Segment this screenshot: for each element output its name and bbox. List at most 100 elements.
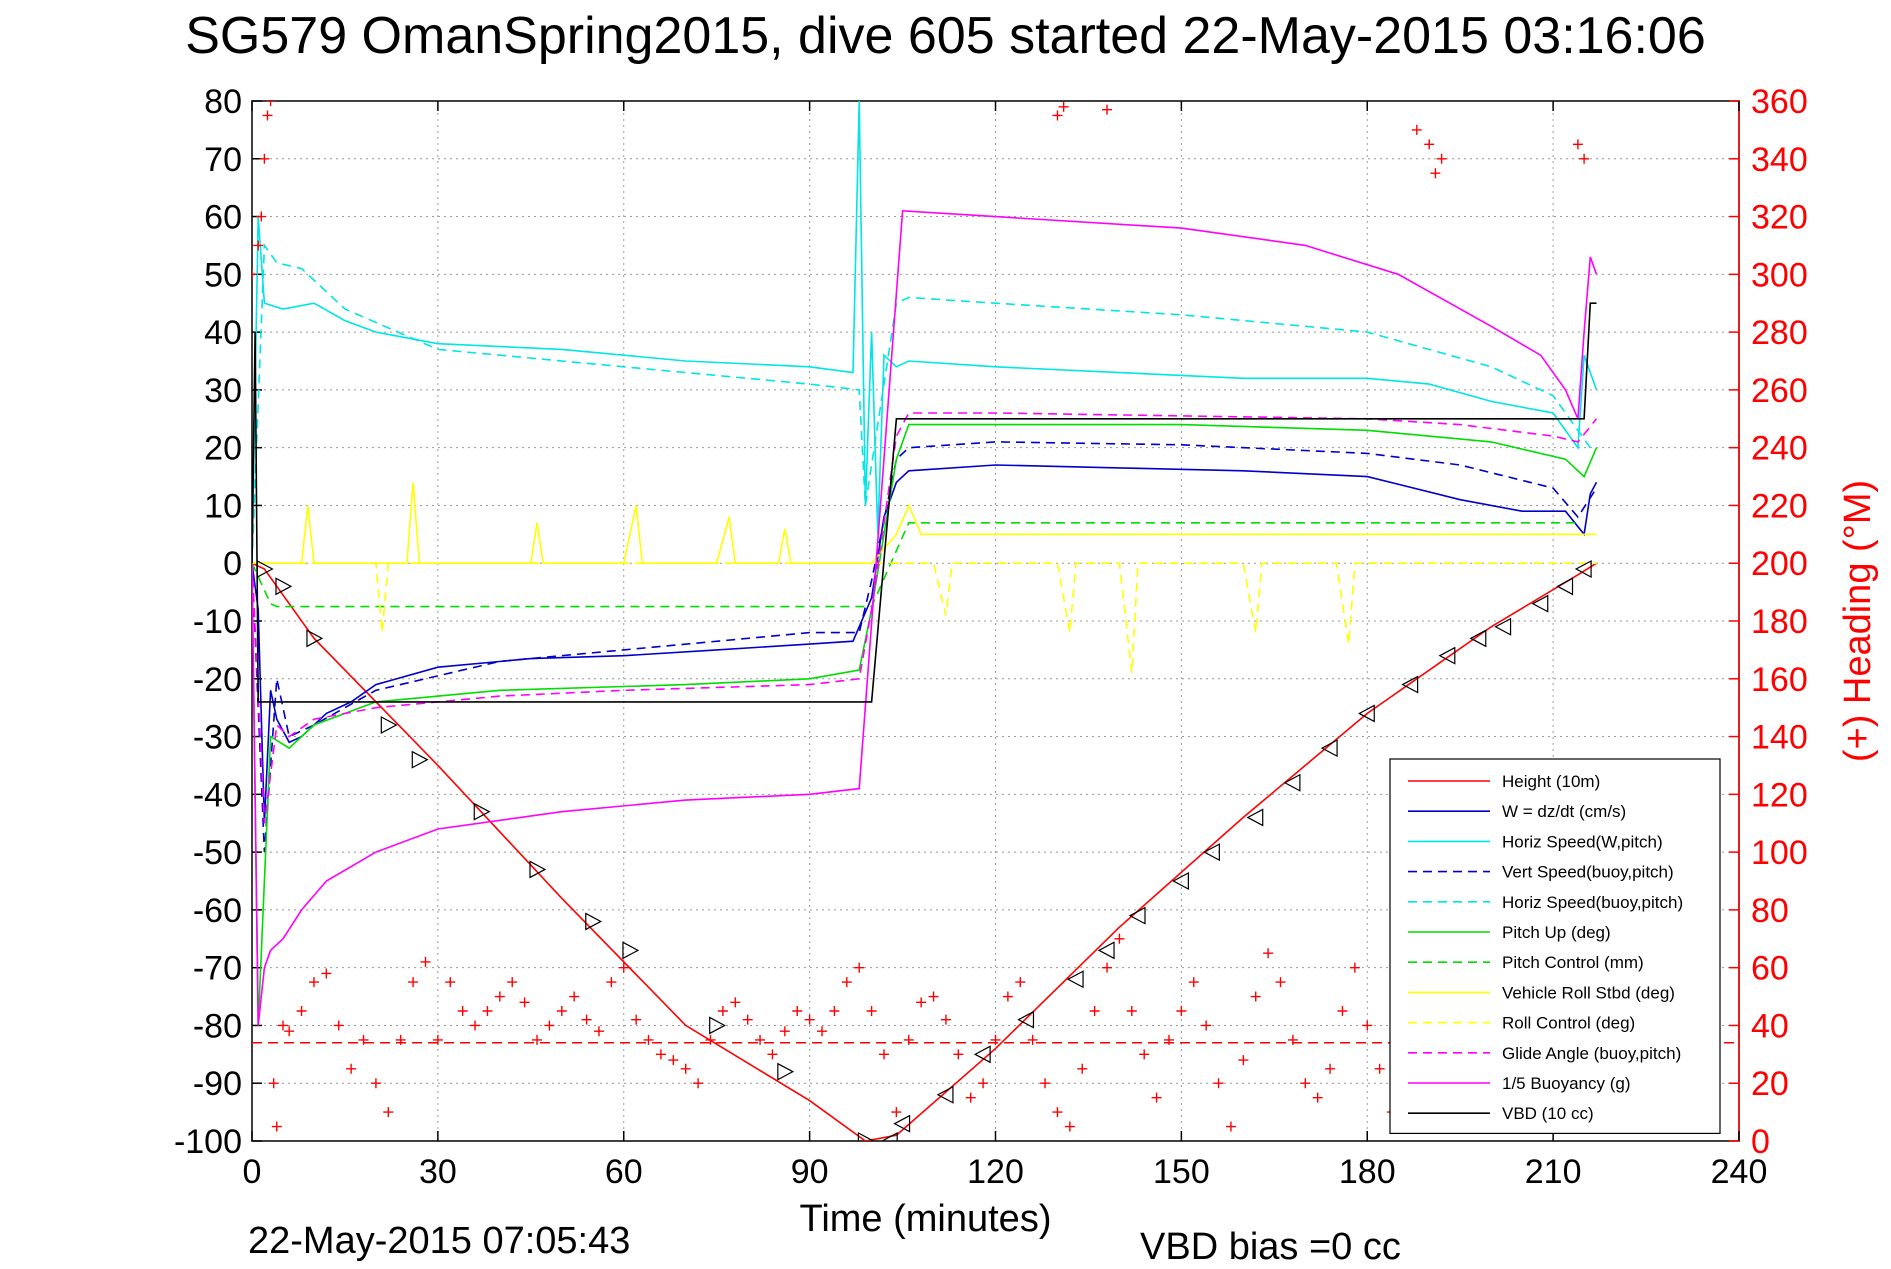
series-line bbox=[252, 302, 1597, 703]
legend-box bbox=[1389, 758, 1721, 1134]
legend-entry: Pitch Control (mm) bbox=[1502, 953, 1644, 972]
heading-marker bbox=[1058, 101, 1069, 112]
y-tick-label: -50 bbox=[193, 834, 242, 872]
heading-marker bbox=[271, 1121, 282, 1132]
heading-marker bbox=[1430, 168, 1441, 179]
heading-marker bbox=[1362, 1020, 1373, 1031]
right-y-tick-label: 40 bbox=[1751, 1007, 1789, 1045]
heading-marker bbox=[1139, 1049, 1150, 1060]
heading-marker bbox=[1287, 1034, 1298, 1045]
legend-entry: Horiz Speed(W,pitch) bbox=[1502, 832, 1663, 851]
heading-marker bbox=[631, 1014, 642, 1025]
depth-marker bbox=[1469, 629, 1487, 648]
right-y-tick-label: 140 bbox=[1751, 719, 1808, 757]
heading-marker bbox=[767, 1049, 778, 1060]
depth-marker bbox=[622, 941, 640, 960]
heading-marker bbox=[420, 956, 431, 967]
heading-marker bbox=[346, 1063, 357, 1074]
right-y-tick-label: 20 bbox=[1751, 1065, 1789, 1103]
depth-marker bbox=[1283, 773, 1301, 792]
heading-marker bbox=[1052, 1107, 1063, 1118]
x-tick-label: 150 bbox=[1153, 1153, 1210, 1191]
y-tick-label: -100 bbox=[174, 1123, 242, 1161]
depth-marker bbox=[936, 1085, 954, 1104]
y-tick-label: -10 bbox=[193, 603, 242, 641]
heading-marker bbox=[395, 1034, 406, 1045]
legend-entry: Vert Speed(buoy,pitch) bbox=[1502, 863, 1674, 882]
heading-marker bbox=[1015, 977, 1026, 988]
x-tick-label: 90 bbox=[791, 1153, 829, 1191]
depth-marker bbox=[857, 1132, 875, 1141]
heading-marker bbox=[333, 1020, 344, 1031]
depth-marker bbox=[1320, 739, 1338, 758]
heading-marker bbox=[618, 962, 629, 973]
heading-marker bbox=[1176, 1006, 1187, 1016]
legend-entry: Vehicle Roll Stbd (deg) bbox=[1502, 983, 1675, 1002]
right-y-tick-label: 0 bbox=[1751, 1123, 1770, 1161]
legend-entry: Roll Control (deg) bbox=[1502, 1014, 1635, 1033]
heading-marker bbox=[1250, 991, 1261, 1002]
y-tick-label: 0 bbox=[223, 545, 242, 583]
series-line bbox=[252, 243, 1591, 564]
heading-marker bbox=[1374, 1063, 1385, 1074]
heading-marker bbox=[1436, 153, 1447, 164]
heading-marker bbox=[494, 991, 505, 1002]
y-tick-label: -20 bbox=[193, 661, 242, 699]
heading-marker bbox=[841, 977, 852, 988]
dive-end-time: 22-May-2015 07:05:43 bbox=[248, 1220, 631, 1262]
right-y-tick-label: 360 bbox=[1751, 83, 1808, 121]
depth-marker bbox=[709, 1016, 726, 1035]
right-y-tick-label: 60 bbox=[1751, 950, 1789, 988]
depth-marker bbox=[1066, 970, 1084, 989]
series-line bbox=[252, 209, 1598, 1026]
y-tick-label: 20 bbox=[204, 430, 242, 468]
depth-marker bbox=[1172, 872, 1189, 890]
right-axis-label: (+) Heading (°M) bbox=[1837, 480, 1879, 762]
heading-marker bbox=[1151, 1092, 1162, 1103]
heading-marker bbox=[1052, 110, 1063, 121]
heading-marker bbox=[792, 1006, 803, 1016]
heading-marker bbox=[544, 1020, 555, 1031]
depth-marker bbox=[1556, 577, 1574, 596]
right-y-tick-label: 180 bbox=[1751, 603, 1808, 641]
depth-marker bbox=[1574, 560, 1592, 578]
heading-marker bbox=[680, 1063, 691, 1074]
depth-marker bbox=[411, 750, 429, 769]
heading-marker bbox=[569, 991, 580, 1002]
depth-marker bbox=[585, 912, 603, 931]
heading-marker bbox=[358, 1034, 369, 1045]
y-tick-label: -70 bbox=[193, 950, 242, 988]
heading-marker bbox=[1349, 962, 1360, 973]
heading-marker bbox=[408, 977, 419, 988]
vbd-bias-label: VBD bias =0 cc bbox=[1140, 1226, 1401, 1268]
heading-marker bbox=[308, 977, 319, 988]
depth-marker bbox=[893, 1114, 911, 1133]
heading-marker bbox=[1040, 1078, 1051, 1089]
heading-marker bbox=[470, 1020, 481, 1031]
legend-entry: Height (10m) bbox=[1502, 772, 1600, 791]
legend-entry: Horiz Speed(buoy,pitch) bbox=[1502, 893, 1683, 912]
heading-marker bbox=[383, 1107, 394, 1118]
series-line bbox=[252, 521, 1578, 608]
y-tick-label: 40 bbox=[204, 314, 242, 352]
heading-marker bbox=[432, 1034, 443, 1045]
x-tick-label: 120 bbox=[967, 1153, 1024, 1191]
x-tick-label: 30 bbox=[419, 1153, 457, 1191]
legend-entry: Glide Angle (buoy,pitch) bbox=[1502, 1044, 1681, 1063]
depth-marker bbox=[1128, 906, 1146, 925]
right-y-tick-label: 200 bbox=[1751, 545, 1808, 583]
depth-marker bbox=[306, 629, 324, 648]
y-tick-label: 10 bbox=[204, 487, 242, 525]
legend-entry: Pitch Up (deg) bbox=[1502, 923, 1611, 942]
series-line bbox=[252, 464, 1598, 824]
depth-marker bbox=[473, 802, 491, 821]
heading-marker bbox=[1300, 1078, 1311, 1089]
heading-marker bbox=[817, 1026, 828, 1037]
x-tick-label: 60 bbox=[605, 1153, 643, 1191]
series-line bbox=[252, 562, 1597, 674]
heading-marker bbox=[284, 1026, 295, 1037]
y-tick-label: -40 bbox=[193, 776, 242, 814]
heading-marker bbox=[1572, 139, 1583, 150]
heading-marker bbox=[891, 1107, 902, 1118]
heading-marker bbox=[1163, 1034, 1174, 1045]
